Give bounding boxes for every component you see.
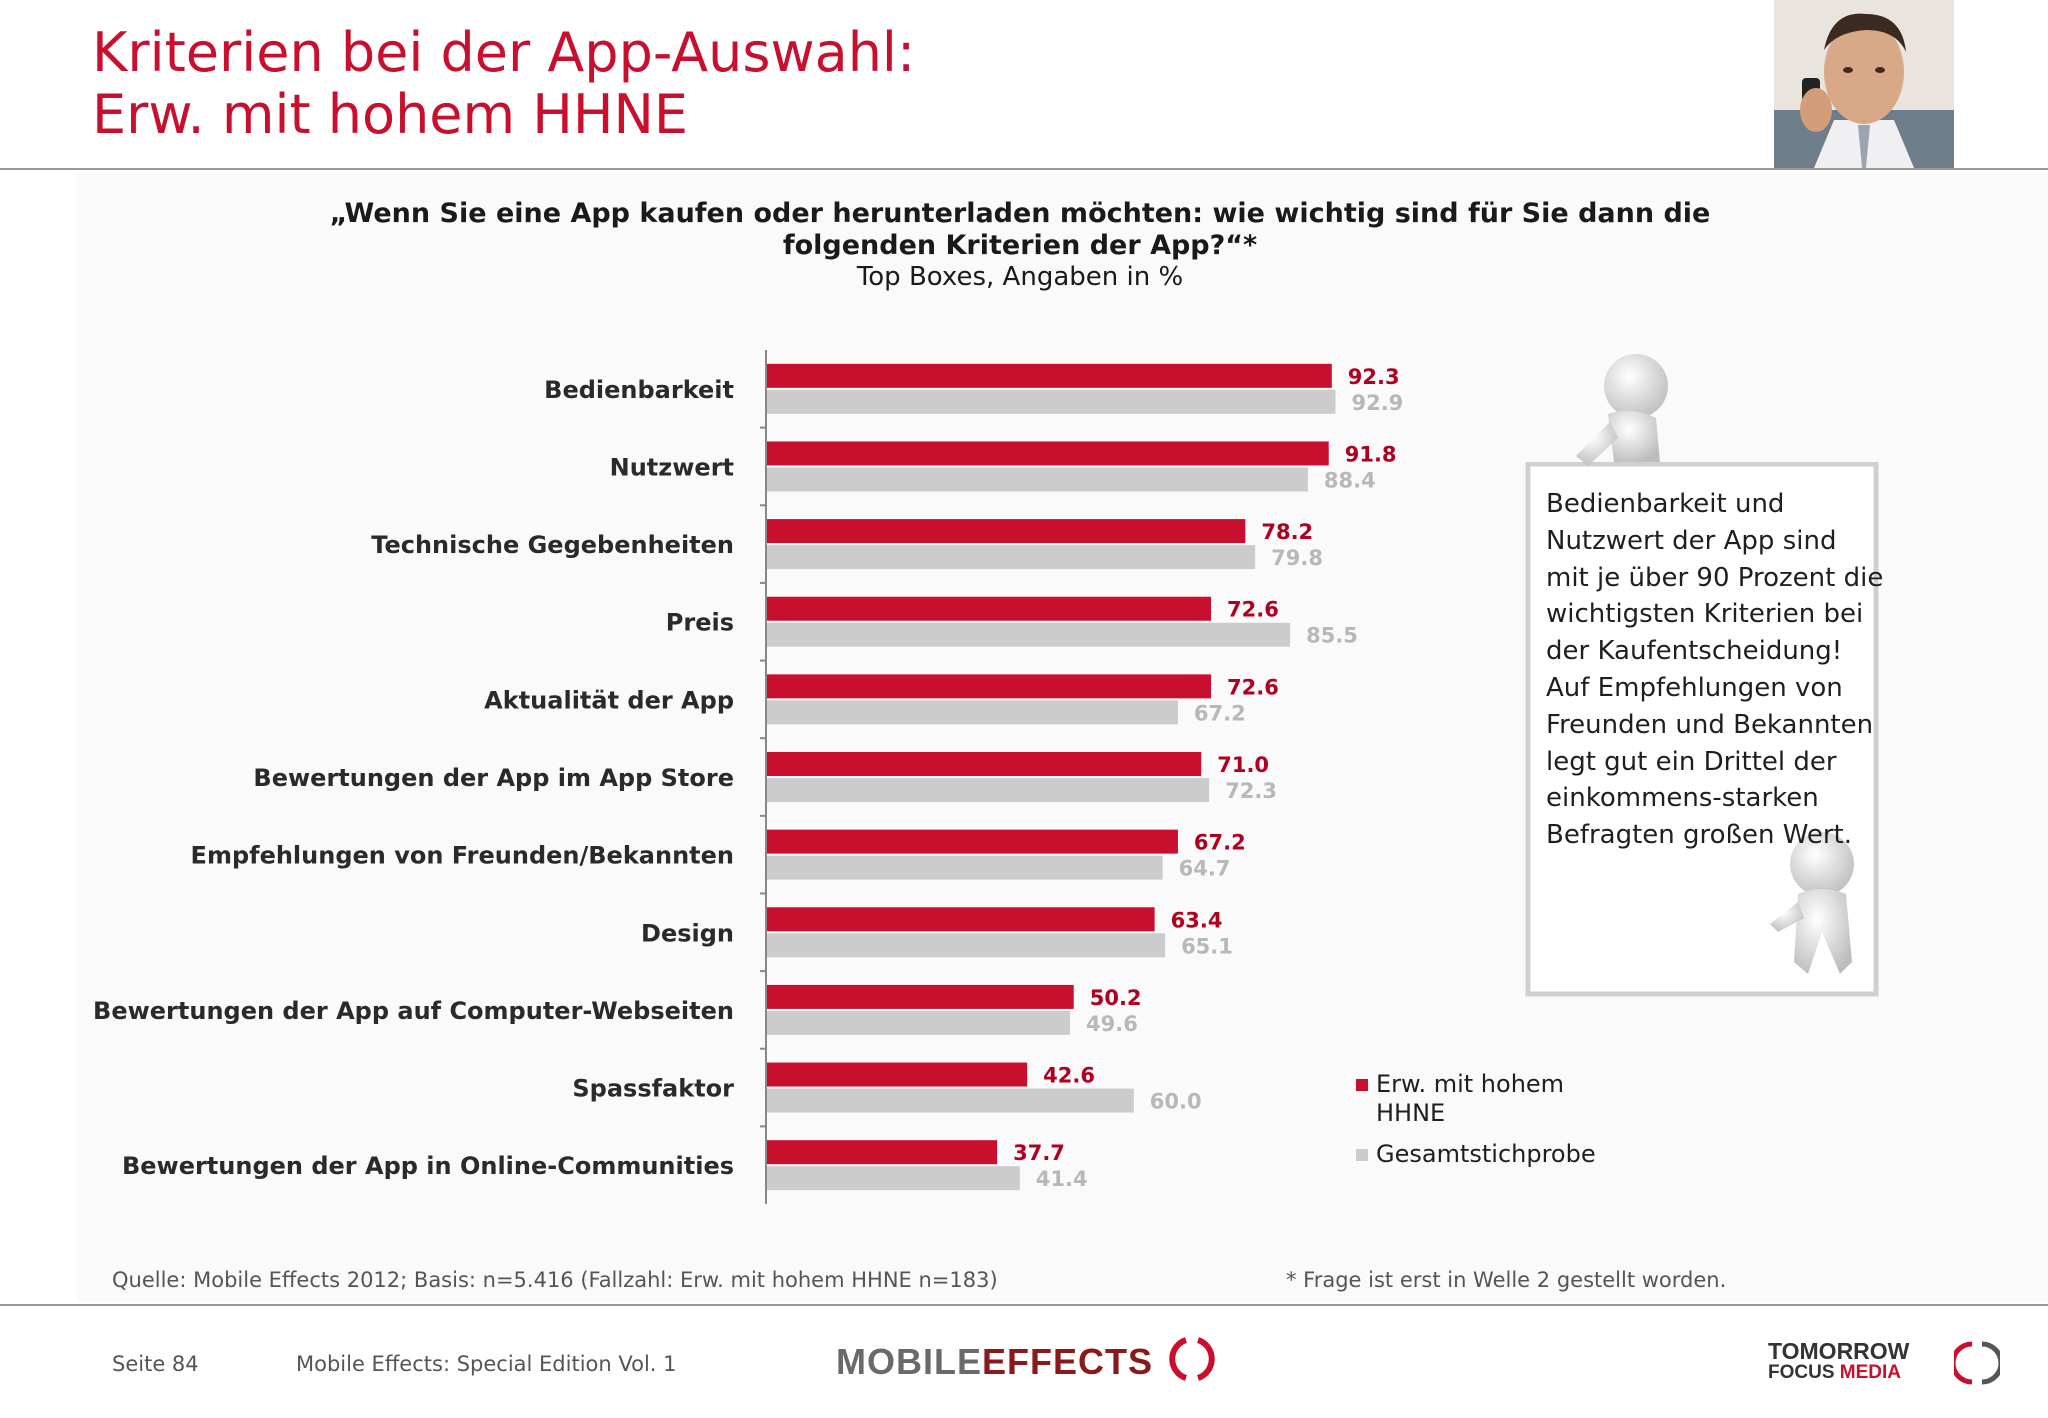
tomorrow-focus-media-logo: TOMORROW FOCUS MEDIA (1768, 1338, 2000, 1385)
bar (766, 519, 1246, 544)
data-label: 49.6 (1086, 1012, 1138, 1036)
callout-whiteboard (1525, 462, 1879, 997)
category-label: Nutzwert (610, 453, 734, 481)
3d-figure-bottom-icon (1770, 832, 1854, 974)
bar (766, 778, 1210, 802)
legend-item-hhne: Erw. mit hohem HHNE (1356, 1070, 1616, 1128)
category-label: Bedienbarkeit (544, 376, 734, 404)
category-label: Bewertungen der App auf Computer-Webseit… (93, 997, 734, 1025)
page-number: Seite 84 (112, 1352, 199, 1376)
data-label: 37.7 (1013, 1141, 1065, 1165)
data-label: 41.4 (1036, 1167, 1088, 1191)
category-label: Bewertungen der App im App Store (253, 764, 734, 792)
data-label: 50.2 (1090, 986, 1142, 1010)
chart-legend: Erw. mit hohem HHNE Gesamtstichprobe (1356, 1070, 1616, 1181)
data-label: 91.8 (1345, 442, 1397, 466)
bar (766, 855, 1163, 880)
logo-mobile-text: MOBILE (836, 1341, 982, 1382)
data-label: 67.2 (1194, 831, 1246, 855)
question-line1: „Wenn Sie eine App kaufen oder herunterl… (329, 198, 1711, 229)
edition-label: Mobile Effects: Special Edition Vol. 1 (296, 1352, 677, 1376)
bar (766, 545, 1256, 570)
data-label: 65.1 (1181, 934, 1233, 958)
legend-label-total: Gesamtstichprobe (1376, 1140, 1596, 1168)
legend-label-hhne: Erw. mit hohem HHNE (1376, 1070, 1565, 1127)
bar (766, 907, 1155, 932)
category-label: Empfehlungen von Freunden/Bekannten (191, 842, 734, 870)
data-label: 72.6 (1227, 598, 1279, 622)
title-divider (0, 168, 2048, 170)
data-label: 72.3 (1225, 779, 1277, 803)
logo-focus-text: FOCUS (1768, 1362, 1835, 1383)
data-label: 60.0 (1150, 1090, 1202, 1114)
legend-item-total: Gesamtstichprobe (1356, 1140, 1616, 1169)
category-label: Bewertungen der App in Online-Communitie… (122, 1152, 734, 1180)
logo-tfm-bracket-icon (1954, 1341, 2000, 1385)
source-note: Quelle: Mobile Effects 2012; Basis: n=5.… (112, 1268, 998, 1292)
category-label: Spassfaktor (572, 1075, 734, 1103)
category-label: Technische Gegebenheiten (371, 531, 734, 559)
chart-subtitle: Top Boxes, Angaben in % (856, 262, 1184, 292)
bar (766, 467, 1308, 492)
bar (766, 363, 1332, 388)
bar (766, 700, 1178, 725)
logo-effects-text: EFFECTS (982, 1341, 1154, 1382)
question-line2: folgenden Kriterien der App?“* (782, 230, 1258, 261)
data-label: 79.8 (1271, 546, 1323, 570)
bar (766, 389, 1336, 414)
bar (766, 1166, 1020, 1191)
data-label: 67.2 (1194, 701, 1246, 725)
data-label: 72.6 (1227, 675, 1279, 699)
data-label: 71.0 (1217, 753, 1269, 777)
bar (766, 1140, 998, 1165)
bar (766, 1010, 1071, 1035)
bar (766, 984, 1074, 1009)
data-label: 92.9 (1351, 391, 1403, 415)
bar (766, 441, 1329, 466)
bar (766, 596, 1212, 621)
callout-text: Bedienbarkeit und Nutzwert der App sind … (1546, 489, 1884, 851)
logo-media-text: MEDIA (1839, 1362, 1902, 1383)
category-label: Preis (666, 609, 734, 637)
bar (766, 933, 1166, 958)
category-label: Design (641, 919, 734, 947)
bar (766, 752, 1202, 776)
businessman-photo (1774, 0, 1954, 168)
data-label: 92.3 (1348, 365, 1400, 389)
bar (766, 1088, 1134, 1113)
bar (766, 1062, 1028, 1087)
data-label: 78.2 (1261, 520, 1313, 544)
bar (766, 622, 1291, 647)
data-label: 63.4 (1171, 908, 1223, 932)
page-title-line2: Erw. mit hohem HHNE (92, 83, 689, 146)
logo-bracket-icon (1169, 1337, 1215, 1381)
logo-tomorrow-text: TOMORROW (1768, 1338, 1910, 1364)
data-label: 64.7 (1179, 857, 1231, 881)
footnote: * Frage ist erst in Welle 2 gestellt wor… (1286, 1268, 1727, 1292)
page-title-line1: Kriterien bei der App-Auswahl: (92, 21, 916, 84)
category-label: Aktualität der App (484, 686, 734, 714)
survey-question: „Wenn Sie eine App kaufen oder herunterl… (300, 198, 1740, 262)
page-title: Kriterien bei der App-Auswahl: Erw. mit … (92, 22, 915, 146)
data-label: 85.5 (1306, 624, 1358, 648)
3d-figure-top-icon (1576, 354, 1668, 466)
bar (766, 829, 1178, 854)
mobile-effects-logo: MOBILEEFFECTS (836, 1336, 1220, 1383)
legend-swatch-red (1356, 1079, 1368, 1091)
data-label: 88.4 (1324, 468, 1376, 492)
footer-divider (0, 1304, 2048, 1306)
data-label: 42.6 (1043, 1064, 1095, 1088)
legend-swatch-grey (1356, 1149, 1368, 1161)
bar (766, 674, 1212, 699)
